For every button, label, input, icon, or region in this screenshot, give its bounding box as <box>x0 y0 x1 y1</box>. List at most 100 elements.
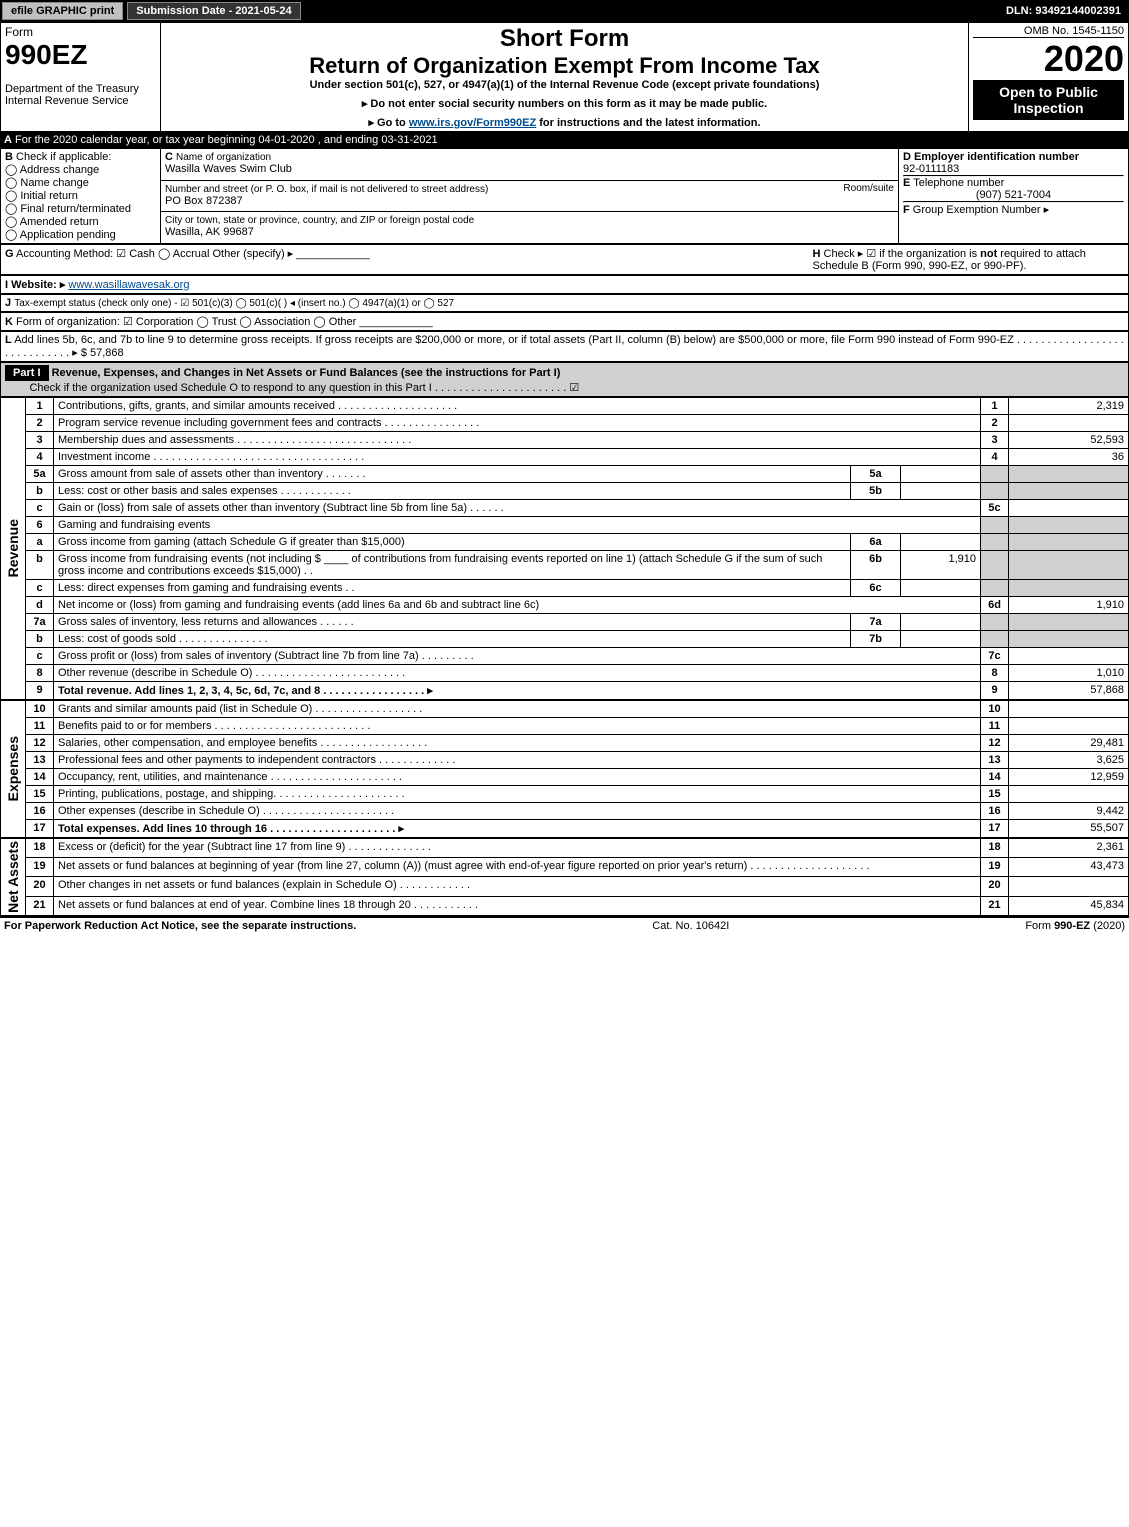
form-number: 990EZ <box>5 39 88 70</box>
line-2-text: Program service revenue including govern… <box>54 415 981 432</box>
line-12-text: Salaries, other compensation, and employ… <box>54 735 981 752</box>
accounting-label: Accounting Method: <box>16 248 113 260</box>
title-short: Short Form <box>165 25 964 53</box>
note-goto: ▸ Go to www.irs.gov/Form990EZ for instru… <box>165 116 964 129</box>
irs: Internal Revenue Service <box>5 95 129 107</box>
cb-initial-return[interactable]: ◯ Initial return <box>5 190 78 202</box>
line-16-text: Other expenses (describe in Schedule O) … <box>54 803 981 820</box>
line-7a-amount <box>901 614 981 631</box>
tax-year-range: For the 2020 calendar year, or tax year … <box>15 134 438 146</box>
line-1-amount: 2,319 <box>1009 398 1129 415</box>
line-18-amount: 2,361 <box>1009 839 1129 858</box>
top-bar: efile GRAPHIC print Submission Date - 20… <box>0 0 1129 22</box>
org-name-label: Name of organization <box>176 152 271 163</box>
part-I-label: Part I <box>5 365 49 381</box>
footer-mid: Cat. No. 10642I <box>652 920 729 932</box>
line-6a-text: Gross income from gaming (attach Schedul… <box>54 534 851 551</box>
org-name: Wasilla Waves Swim Club <box>165 163 292 175</box>
line-19-amount: 43,473 <box>1009 858 1129 877</box>
cb-pending[interactable]: ◯ Application pending <box>5 229 116 241</box>
line-4-text: Investment income . . . . . . . . . . . … <box>54 449 981 466</box>
expenses-grid: Expenses 10Grants and similar amounts pa… <box>0 700 1129 838</box>
line-16-amount: 9,442 <box>1009 803 1129 820</box>
row-A: A For the 2020 calendar year, or tax yea… <box>0 132 1129 148</box>
line-15-text: Printing, publications, postage, and shi… <box>54 786 981 803</box>
line-20-amount <box>1009 877 1129 896</box>
identity-block: B Check if applicable: ◯ Address change … <box>0 148 1129 244</box>
phone-label: Telephone number <box>913 177 1004 189</box>
line-10-amount <box>1009 701 1129 718</box>
room-label: Room/suite <box>843 183 894 194</box>
city-value: Wasilla, AK 99687 <box>165 226 254 238</box>
city-label: City or town, state or province, country… <box>165 215 474 226</box>
accounting-accrual: Accrual <box>173 248 210 260</box>
efile-print-button[interactable]: efile GRAPHIC print <box>2 2 123 20</box>
line-7c-amount <box>1009 648 1129 665</box>
line-12-amount: 29,481 <box>1009 735 1129 752</box>
row-GH: G Accounting Method: ☑ Cash ◯ Accrual Ot… <box>0 244 1129 275</box>
page-footer: For Paperwork Reduction Act Notice, see … <box>0 916 1129 934</box>
part-I-check: Check if the organization used Schedule … <box>29 382 579 394</box>
line-10-text: Grants and similar amounts paid (list in… <box>54 701 981 718</box>
cb-name-change[interactable]: ◯ Name change <box>5 177 89 189</box>
website-link[interactable]: www.wasillawavesak.org <box>68 279 189 291</box>
tax-exempt-status: Tax-exempt status (check only one) - ☑ 5… <box>14 298 454 309</box>
line-6c-amount <box>901 580 981 597</box>
row-L: L Add lines 5b, 6c, and 7b to line 9 to … <box>1 332 1129 362</box>
website-label: Website: ▸ <box>11 279 65 291</box>
line-8-text: Other revenue (describe in Schedule O) .… <box>54 665 981 682</box>
group-exemption-label: Group Exemption Number <box>913 204 1041 216</box>
irs-link[interactable]: www.irs.gov/Form990EZ <box>409 117 536 129</box>
tax-year: 2020 <box>973 38 1124 80</box>
line-13-amount: 3,625 <box>1009 752 1129 769</box>
line-8-amount: 1,010 <box>1009 665 1129 682</box>
line-1-text: Contributions, gifts, grants, and simila… <box>54 398 981 415</box>
line-5a-amount <box>901 466 981 483</box>
line-6d-amount: 1,910 <box>1009 597 1129 614</box>
part-I-header: Part I Revenue, Expenses, and Changes in… <box>1 363 1129 397</box>
line-5c-amount <box>1009 500 1129 517</box>
cb-address-change[interactable]: ◯ Address change <box>5 164 99 176</box>
cb-amended[interactable]: ◯ Amended return <box>5 216 99 228</box>
accounting-cash: Cash <box>129 248 155 260</box>
line-3-amount: 52,593 <box>1009 432 1129 449</box>
line-5a-text: Gross amount from sale of assets other t… <box>54 466 851 483</box>
footer-left: For Paperwork Reduction Act Notice, see … <box>4 920 356 932</box>
row-J: J Tax-exempt status (check only one) - ☑… <box>1 295 1129 312</box>
gross-receipts-text: Add lines 5b, 6c, and 7b to line 9 to de… <box>5 334 1124 359</box>
street-value: PO Box 872387 <box>165 195 243 207</box>
line-9-text: Total revenue. Add lines 1, 2, 3, 4, 5c,… <box>58 685 433 697</box>
street-label: Number and street (or P. O. box, if mail… <box>165 184 488 195</box>
line-13-text: Professional fees and other payments to … <box>54 752 981 769</box>
row-I: I Website: ▸ www.wasillawavesak.org <box>1 276 1129 294</box>
line-6c-text: Less: direct expenses from gaming and fu… <box>54 580 851 597</box>
part-I-title: Revenue, Expenses, and Changes in Net As… <box>52 367 561 379</box>
line-3-text: Membership dues and assessments . . . . … <box>54 432 981 449</box>
line-14-amount: 12,959 <box>1009 769 1129 786</box>
accounting-other: Other (specify) ▸ <box>213 248 294 260</box>
h-text1: Check ▸ ☑ if the organization is <box>824 248 981 260</box>
phone-value: (907) 521-7004 <box>903 189 1124 201</box>
line-7b-text: Less: cost of goods sold . . . . . . . .… <box>54 631 851 648</box>
line-21-text: Net assets or fund balances at end of ye… <box>54 896 981 915</box>
line-7b-amount <box>901 631 981 648</box>
cb-final-return[interactable]: ◯ Final return/terminated <box>5 203 131 215</box>
line-7c-text: Gross profit or (loss) from sales of inv… <box>54 648 981 665</box>
line-17-text: Total expenses. Add lines 10 through 16 … <box>58 823 404 835</box>
submission-date: Submission Date - 2021-05-24 <box>127 2 300 20</box>
line-14-text: Occupancy, rent, utilities, and maintena… <box>54 769 981 786</box>
line-7a-text: Gross sales of inventory, less returns a… <box>54 614 851 631</box>
line-4-amount: 36 <box>1009 449 1129 466</box>
revenue-grid: Revenue 1 Contributions, gifts, grants, … <box>0 397 1129 700</box>
line-5b-text: Less: cost or other basis and sales expe… <box>54 483 851 500</box>
netassets-vlabel: Net Assets <box>5 841 21 913</box>
form-header: Form 990EZ Department of the Treasury In… <box>0 22 1129 132</box>
line-2-amount <box>1009 415 1129 432</box>
open-public: Open to Public Inspection <box>973 80 1124 120</box>
ein-value: 92-0111183 <box>903 163 959 175</box>
line-20-text: Other changes in net assets or fund bala… <box>54 877 981 896</box>
line-6b-amount: 1,910 <box>901 551 981 580</box>
line-6d-text: Net income or (loss) from gaming and fun… <box>54 597 981 614</box>
line-6a-amount <box>901 534 981 551</box>
line-6b-text: Gross income from fundraising events (no… <box>54 551 851 580</box>
